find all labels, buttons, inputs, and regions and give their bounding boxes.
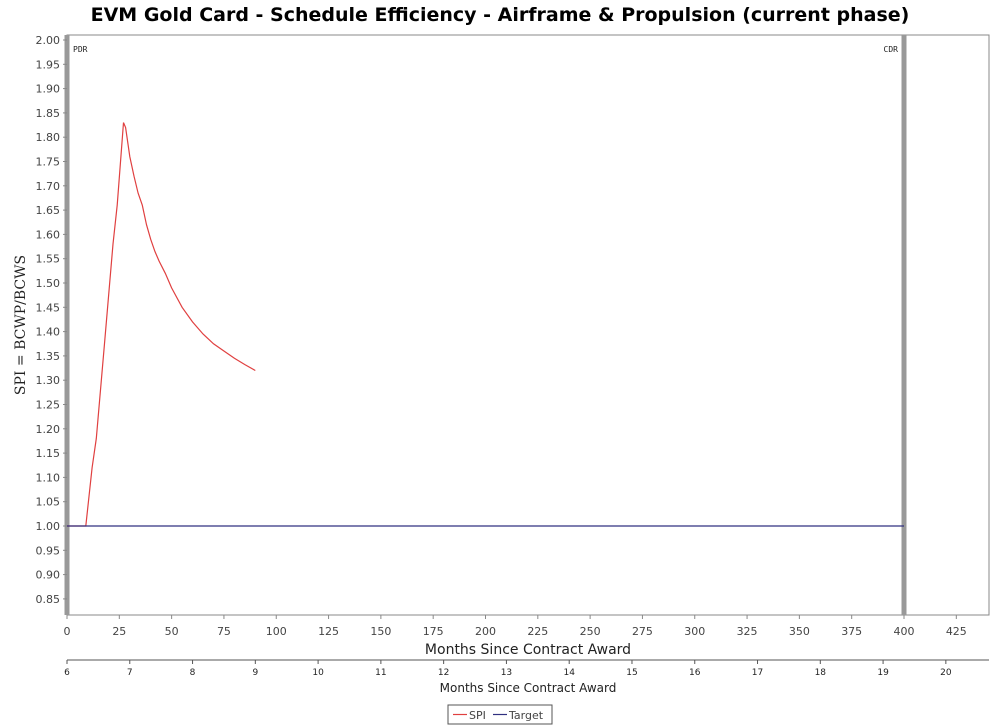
y-tick-label: 1.65 <box>36 204 61 217</box>
x-axis-label: Months Since Contract Award <box>425 642 631 658</box>
marker-label-pdr: PDR <box>73 45 88 54</box>
marker-label-cdr: CDR <box>884 45 899 54</box>
x-tick-label: 425 <box>946 625 967 638</box>
x-tick-label: 275 <box>632 625 653 638</box>
x-axis: 0 25 50 75 100 125 150 175 200 225 250 275 300 325 350… <box>64 615 967 638</box>
y-tick-label: 1.75 <box>36 156 61 169</box>
secondary-tick-label: 15 <box>626 668 637 678</box>
x-tick-label: 100 <box>266 625 287 638</box>
y-tick-label: 1.30 <box>36 374 61 387</box>
secondary-tick-label: 18 <box>815 668 827 678</box>
x-tick-label: 25 <box>112 625 126 638</box>
x-tick-label: 150 <box>370 625 391 638</box>
phase-markers: PDR CDR <box>64 35 907 615</box>
x-tick-label: 225 <box>527 625 548 638</box>
x-tick-label: 50 <box>165 625 179 638</box>
y-tick-label: 1.10 <box>36 471 61 484</box>
x-tick-label: 0 <box>64 625 71 638</box>
y-tick-label: 1.35 <box>36 350 61 363</box>
secondary-tick-label: 9 <box>252 668 258 678</box>
x-tick-label: 175 <box>423 625 444 638</box>
secondary-tick-label: 10 <box>312 668 324 678</box>
y-tick-label: 1.45 <box>36 301 61 314</box>
y-tick-label: 1.00 <box>36 520 61 533</box>
series-layer <box>67 122 904 527</box>
y-tick-label: 1.50 <box>36 277 61 290</box>
legend-entry-target: Target <box>508 709 544 722</box>
legend-entry-spi: SPI <box>469 709 486 722</box>
x-tick-label: 350 <box>789 625 810 638</box>
y-tick-label: 0.90 <box>36 569 61 582</box>
x-tick-label: 125 <box>318 625 339 638</box>
y-axis: 0.85 0.90 0.95 1.00 1.05 1.10 1.15 1.20 1.25 1.30… <box>36 34 67 606</box>
secondary-tick-label: 7 <box>127 668 133 678</box>
y-tick-label: 1.05 <box>36 496 61 509</box>
secondary-tick-label: 11 <box>375 668 386 678</box>
y-tick-label: 0.85 <box>36 593 61 606</box>
secondary-tick-label: 19 <box>877 668 889 678</box>
y-tick-label: 1.90 <box>36 83 61 96</box>
y-tick-label: 1.25 <box>36 399 61 412</box>
y-tick-label: 1.60 <box>36 228 61 241</box>
secondary-tick-label: 20 <box>940 668 952 678</box>
secondary-tick-label: 14 <box>563 668 575 678</box>
x-tick-label: 375 <box>841 625 862 638</box>
secondary-x-axis: 6 7 8 9 10 11 12 13 14 15 16 17 18 19 20 <box>64 659 989 678</box>
x-tick-label: 325 <box>737 625 758 638</box>
plot-area <box>66 34 990 616</box>
x-tick-label: 400 <box>894 625 915 638</box>
y-axis-label: SPI = BCWP/BCWS <box>13 255 29 395</box>
x-tick-label: 200 <box>475 625 496 638</box>
secondary-x-axis-label: Months Since Contract Award <box>440 681 617 695</box>
series-line-spi <box>67 122 256 527</box>
legend: SPI Target <box>447 704 553 725</box>
secondary-tick-label: 6 <box>64 668 70 678</box>
y-tick-label: 1.95 <box>36 58 61 71</box>
secondary-tick-label: 16 <box>689 668 701 678</box>
chart-title: EVM Gold Card - Schedule Efficiency - Ai… <box>91 4 910 26</box>
secondary-tick-label: 13 <box>501 668 512 678</box>
y-tick-label: 1.15 <box>36 447 61 460</box>
y-tick-label: 0.95 <box>36 544 61 557</box>
y-tick-label: 1.20 <box>36 423 61 436</box>
y-tick-label: 1.55 <box>36 253 61 266</box>
x-tick-label: 75 <box>217 625 231 638</box>
secondary-tick-label: 17 <box>752 668 763 678</box>
x-tick-label: 250 <box>580 625 601 638</box>
secondary-tick-label: 12 <box>438 668 449 678</box>
y-tick-label: 1.80 <box>36 131 61 144</box>
y-tick-label: 1.85 <box>36 107 61 120</box>
y-tick-label: 1.70 <box>36 180 61 193</box>
y-tick-label: 1.40 <box>36 326 61 339</box>
secondary-tick-label: 8 <box>190 668 196 678</box>
y-tick-label: 2.00 <box>36 34 61 47</box>
x-tick-label: 300 <box>684 625 705 638</box>
